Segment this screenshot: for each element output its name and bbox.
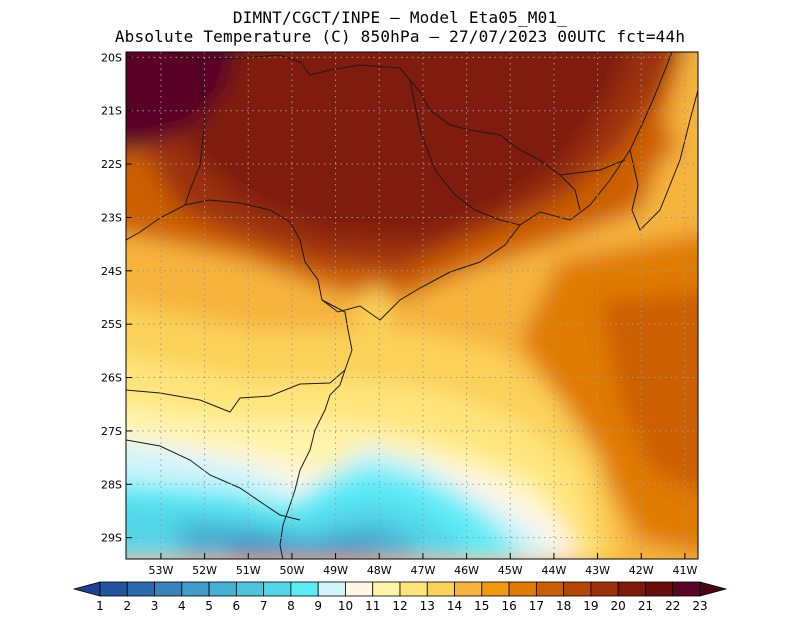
colorbar-swatch bbox=[672, 581, 701, 597]
colorbar-label: 15 bbox=[474, 599, 489, 613]
colorbar-swatch bbox=[563, 581, 592, 597]
colorbar-swatch bbox=[454, 581, 483, 597]
colorbar-label: 20 bbox=[611, 599, 626, 613]
colorbar-swatch bbox=[617, 581, 646, 597]
colorbar-swatch bbox=[508, 581, 537, 597]
graticule bbox=[126, 52, 698, 559]
lon-tick-label: 41W bbox=[672, 564, 697, 577]
colorbar-swatch bbox=[99, 581, 128, 597]
lat-tick-label: 24S bbox=[101, 265, 122, 278]
lon-tick-label: 44W bbox=[541, 564, 566, 577]
colorbar-label: 3 bbox=[151, 599, 159, 613]
temperature-field bbox=[126, 52, 698, 559]
colorbar-swatch bbox=[481, 581, 510, 597]
lat-tick-label: 27S bbox=[101, 425, 122, 438]
colorbar-swatch bbox=[126, 581, 155, 597]
coastlines-borders bbox=[126, 52, 698, 559]
lon-tick-label: 52W bbox=[192, 564, 217, 577]
lat-tick-label: 21S bbox=[101, 105, 122, 118]
lon-tick-label: 47W bbox=[410, 564, 435, 577]
lat-tick-label: 25S bbox=[101, 318, 122, 331]
lat-tick-label: 29S bbox=[101, 532, 122, 545]
colorbar-swatch bbox=[535, 581, 565, 597]
lon-tick-label: 45W bbox=[498, 564, 523, 577]
colorbar-swatch bbox=[154, 581, 183, 597]
colorbar-swatch bbox=[263, 581, 292, 597]
lat-tick-label: 28S bbox=[101, 478, 122, 491]
axis-ticks: 20S 21S 22S 23S 24S 25S 26S 27S 28S 29S 53W 52W 51W 5… bbox=[101, 51, 697, 577]
colorbar-swatch bbox=[317, 581, 346, 597]
colorbar-swatch bbox=[235, 581, 265, 597]
colorbar-label: 19 bbox=[583, 599, 598, 613]
colorbar-swatch bbox=[345, 581, 374, 597]
lon-tick-label: 48W bbox=[367, 564, 392, 577]
colorbar: 1 2 3 4 5 6 7 8 9 10 11 12 13 14 15 16 17 18 19 20 21 22 23 bbox=[72, 581, 728, 613]
colorbar-label: 2 bbox=[123, 599, 131, 613]
lat-tick-label: 26S bbox=[101, 372, 122, 385]
plot-frame bbox=[125, 51, 699, 560]
colorbar-label: 4 bbox=[178, 599, 186, 613]
colorbar-swatch bbox=[590, 581, 619, 597]
colorbar-swatch bbox=[426, 581, 455, 597]
lon-tick-label: 46W bbox=[454, 564, 479, 577]
colorbar-label: 8 bbox=[287, 599, 295, 613]
colorbar-label: 5 bbox=[205, 599, 213, 613]
colorbar-swatch bbox=[208, 581, 237, 597]
colorbar-left-arrow bbox=[72, 581, 101, 597]
colorbar-label: 23 bbox=[692, 599, 707, 613]
colorbar-label: 6 bbox=[233, 599, 241, 613]
lat-tick-label: 23S bbox=[101, 211, 122, 224]
colorbar-right-arrow bbox=[699, 581, 728, 597]
colorbar-swatch bbox=[399, 581, 428, 597]
lat-tick-label: 22S bbox=[101, 158, 122, 171]
colorbar-label: 16 bbox=[501, 599, 516, 613]
lon-tick-label: 53W bbox=[148, 564, 173, 577]
colorbar-label: 7 bbox=[260, 599, 268, 613]
lon-tick-label: 50W bbox=[279, 564, 304, 577]
colorbar-swatch bbox=[181, 581, 210, 597]
colorbar-label: 10 bbox=[338, 599, 353, 613]
colorbar-label: 22 bbox=[665, 599, 680, 613]
lon-tick-label: 43W bbox=[585, 564, 610, 577]
colorbar-swatch bbox=[372, 581, 401, 597]
colorbar-label: 12 bbox=[392, 599, 407, 613]
lon-tick-label: 49W bbox=[323, 564, 348, 577]
colorbar-label: 14 bbox=[447, 599, 462, 613]
colorbar-label: 1 bbox=[96, 599, 104, 613]
colorbar-label: 13 bbox=[420, 599, 435, 613]
lon-tick-label: 42W bbox=[629, 564, 654, 577]
colorbar-swatch bbox=[290, 581, 319, 597]
colorbar-label: 17 bbox=[529, 599, 544, 613]
colorbar-label: 18 bbox=[556, 599, 571, 613]
colorbar-label: 9 bbox=[314, 599, 322, 613]
title-line-1: DIMNT/CGCT/INPE – Model Eta05_M01_ bbox=[232, 8, 568, 27]
colorbar-swatch bbox=[645, 581, 674, 597]
lon-tick-label: 51W bbox=[236, 564, 261, 577]
title-line-2: Absolute Temperature (C) 850hPa – 27/07/… bbox=[114, 27, 686, 46]
lat-tick-label: 20S bbox=[101, 51, 122, 64]
colorbar-label: 11 bbox=[365, 599, 380, 613]
colorbar-label: 21 bbox=[638, 599, 653, 613]
